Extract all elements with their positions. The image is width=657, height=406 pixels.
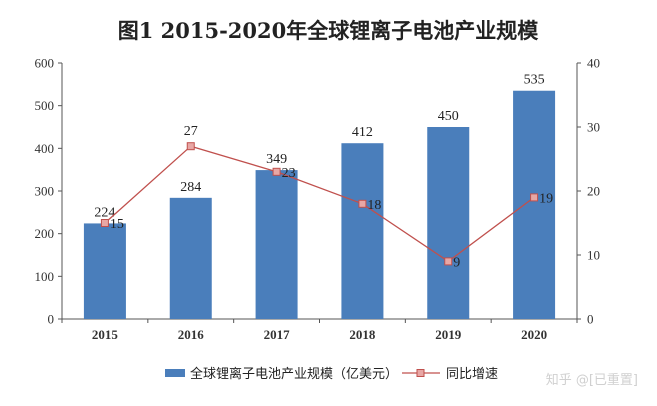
line-point [100, 219, 109, 227]
growth-line [104, 145, 535, 263]
y-tick-label: 500 [35, 98, 55, 113]
y2-tick-label: 10 [587, 248, 600, 263]
line-point [272, 167, 281, 176]
y-tick-label: 0 [48, 312, 55, 327]
bar-data-label: 412 [352, 125, 373, 140]
bar-data-label: 224 [94, 205, 115, 220]
legend-line-label: 同比增速 [446, 367, 498, 382]
bar-data-label: 284 [180, 180, 201, 195]
bar [169, 197, 212, 319]
bar [83, 223, 126, 319]
x-tick-label: 2015 [92, 327, 119, 342]
plot-area: 0 100 200 300 400 500 600 0 10 20 30 40 2015 2016 2017… [35, 56, 601, 343]
x-tick-label: 2016 [178, 327, 205, 342]
line-data-label: 9 [453, 255, 460, 270]
y-tick-label: 600 [35, 56, 55, 71]
bar [255, 170, 298, 319]
legend-line-marker [416, 369, 425, 377]
y-tick-label: 300 [35, 184, 55, 199]
y2-tick-label: 40 [587, 56, 600, 71]
y2-tick-label: 0 [587, 312, 594, 327]
legend: 全球锂离子电池产业规模（亿美元） 同比增速 [165, 366, 498, 382]
watermark: 知乎 @[已重置] [546, 372, 638, 388]
y2-tick-label: 20 [587, 184, 600, 199]
y2-tick-label: 30 [587, 120, 600, 135]
x-tick-label: 2020 [521, 327, 547, 342]
bar-data-label: 349 [266, 152, 287, 167]
line-point [444, 257, 453, 266]
y-tick-label: 200 [35, 226, 55, 241]
line-data-label: 15 [110, 217, 124, 232]
y-tick-label: 400 [35, 141, 55, 156]
bar-data-label: 450 [438, 109, 459, 124]
line-data-label: 19 [539, 191, 553, 206]
legend-bar-label: 全球锂离子电池产业规模（亿美元） [190, 366, 398, 382]
bar [513, 90, 556, 319]
x-tick-label: 2019 [435, 327, 462, 342]
bar [341, 143, 384, 319]
line-point [186, 142, 195, 151]
x-tick-label: 2017 [264, 327, 291, 342]
y-tick-label: 100 [35, 269, 55, 284]
line-data-label: 18 [367, 198, 381, 213]
bar [427, 127, 470, 319]
line-data-label: 23 [282, 166, 296, 181]
line-data-label: 27 [184, 124, 198, 139]
line-point [530, 193, 539, 202]
legend-bar-swatch [165, 369, 185, 377]
bar-data-label: 535 [524, 73, 545, 88]
x-tick-label: 2018 [349, 327, 376, 342]
chart-title: 图1 2015-2020年全球锂离子电池产业规模 [118, 18, 540, 43]
line-point [358, 199, 367, 208]
